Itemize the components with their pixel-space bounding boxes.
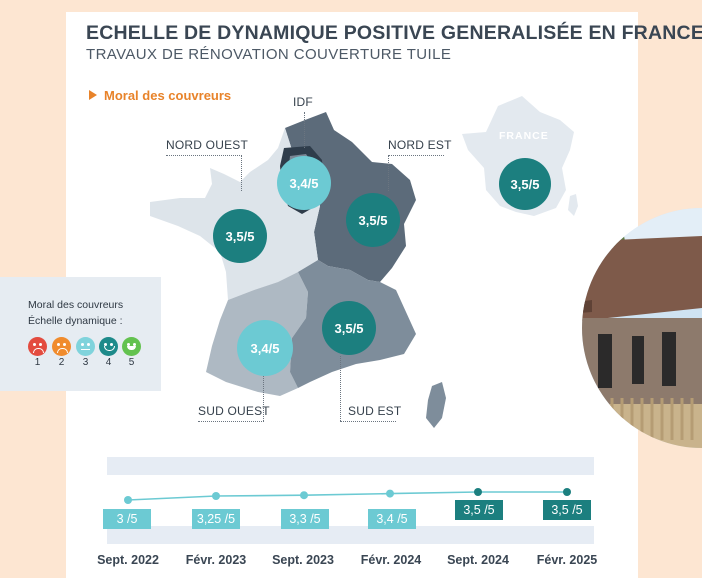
underline-nord-ouest bbox=[166, 155, 242, 156]
legend-number-2: 2 bbox=[58, 357, 65, 368]
happy-face-icon bbox=[99, 337, 118, 356]
score-bubble-france: 3,5/5 bbox=[499, 158, 551, 210]
page-subtitle: TRAVAUX DE RÉNOVATION COUVERTURE TUILE bbox=[86, 46, 452, 63]
legend-number-3: 3 bbox=[82, 357, 89, 368]
timeline-line bbox=[127, 491, 567, 501]
region-label-sud-ouest: SUD OUEST bbox=[198, 404, 270, 418]
page-title: ECHELLE DE DYNAMIQUE POSITIVE GENERALISÉ… bbox=[86, 22, 702, 44]
legend-panel bbox=[0, 277, 161, 391]
leader-nord-est bbox=[388, 155, 389, 191]
timeline-point bbox=[300, 491, 308, 500]
legend-number-4: 4 bbox=[105, 357, 112, 368]
section-heading-label: Moral des couvreurs bbox=[104, 88, 232, 103]
timeline-date-5: Sept. 2024 bbox=[447, 553, 509, 567]
score-bubble-sud-est: 3,5/5 bbox=[322, 301, 376, 355]
timeline-date-6: Févr. 2025 bbox=[536, 553, 598, 567]
timeline-point bbox=[386, 489, 394, 498]
timeline-point bbox=[212, 492, 220, 500]
corsica-shape bbox=[426, 382, 446, 428]
leader-nord-ouest bbox=[241, 155, 242, 191]
score-bubble-idf: 3,4/5 bbox=[277, 156, 331, 210]
very-sad-face-icon bbox=[28, 337, 47, 356]
region-label-idf: IDF bbox=[293, 95, 313, 109]
score-bubble-nord-ouest: 3,5/5 bbox=[213, 209, 267, 263]
timeline-date-3: Sept. 2023 bbox=[272, 553, 334, 567]
corsica-inset-shape bbox=[568, 194, 578, 216]
timeline-value-6: 3,5 /5 bbox=[543, 500, 591, 520]
underline-sud-ouest bbox=[198, 421, 264, 422]
leader-sud-est bbox=[340, 356, 341, 421]
timeline-date-1: Sept. 2022 bbox=[97, 553, 159, 567]
house-photo bbox=[552, 208, 702, 448]
sad-face-icon bbox=[52, 337, 71, 356]
timeline-point bbox=[474, 488, 482, 496]
underline-sud-est bbox=[340, 421, 396, 422]
neutral-face-icon bbox=[76, 337, 95, 356]
leader-sud-ouest bbox=[263, 366, 264, 421]
very-happy-face-icon bbox=[122, 337, 141, 356]
timeline-value-5: 3,5 /5 bbox=[455, 500, 503, 520]
region-label-nord-ouest: NORD OUEST bbox=[166, 138, 249, 152]
timeline-band-top bbox=[107, 457, 594, 475]
timeline-value-3: 3,3 /5 bbox=[281, 509, 329, 529]
region-label-nord-est: NORD EST bbox=[388, 138, 452, 152]
timeline-value-1: 3 /5 bbox=[103, 509, 151, 529]
score-bubble-nord-est: 3,5/5 bbox=[346, 193, 400, 247]
timeline-date-4: Févr. 2024 bbox=[360, 553, 422, 567]
legend-title: Moral des couvreurs bbox=[28, 299, 124, 311]
section-heading: Moral des couvreurs bbox=[89, 88, 231, 103]
timeline-band-bottom bbox=[107, 526, 594, 544]
timeline-date-2: Févr. 2023 bbox=[185, 553, 247, 567]
timeline-point bbox=[124, 496, 132, 504]
timeline-point bbox=[563, 488, 571, 496]
play-triangle-icon bbox=[89, 90, 97, 100]
legend-number-1: 1 bbox=[34, 357, 41, 368]
timeline-value-4: 3,4 /5 bbox=[368, 509, 416, 529]
timeline-chart bbox=[124, 488, 571, 504]
underline-nord-est bbox=[388, 155, 444, 156]
legend-subtitle: Échelle dynamique : bbox=[28, 315, 123, 327]
legend-number-5: 5 bbox=[128, 357, 135, 368]
timeline-value-2: 3,25 /5 bbox=[192, 509, 240, 529]
region-label-sud-est: SUD EST bbox=[348, 404, 402, 418]
score-bubble-sud-ouest: 3,4/5 bbox=[237, 320, 293, 376]
leader-idf bbox=[304, 112, 305, 148]
france-inset-label: FRANCE bbox=[499, 130, 549, 142]
